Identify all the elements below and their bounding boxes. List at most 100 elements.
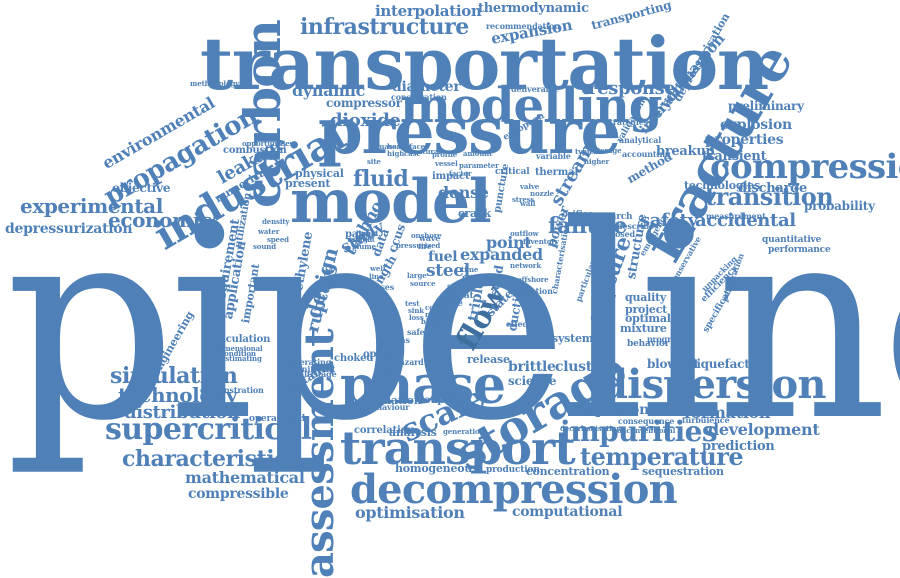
word-offshore: offshore: [517, 275, 549, 284]
word-operational: operational: [249, 414, 305, 424]
word-safe: safe: [407, 327, 425, 337]
word-blast: blast: [421, 317, 440, 326]
word-dimensional: dimensional: [216, 344, 263, 353]
word-equation: equation: [582, 402, 650, 418]
word-condition: condition: [220, 349, 256, 358]
word-recommendation: recommendation: [486, 21, 560, 31]
word-transient: transient: [702, 149, 767, 164]
word-speed: speed: [267, 235, 289, 244]
word-temperature: temperature: [580, 442, 744, 471]
word-paper: paper: [345, 229, 377, 240]
word-parameter: parameter: [459, 161, 499, 170]
word-stage: stage: [447, 281, 471, 291]
word-strategies: strategies: [605, 117, 649, 127]
word-option: option: [363, 349, 398, 360]
word-analysis: analysis: [389, 426, 437, 439]
word-steel: steel: [426, 261, 470, 281]
word-interpolation: interpolation: [375, 2, 482, 20]
word-thermal: thermal: [535, 167, 578, 178]
word-dispersion: dispersion: [600, 361, 826, 408]
word-loss: loss: [409, 313, 424, 322]
word-impurities: impurities: [560, 415, 718, 448]
word-radiation: radiation: [367, 394, 422, 407]
word-nonconventional: nonconventional: [612, 426, 676, 435]
word-response: response: [588, 78, 676, 99]
word-deliverable: deliverable: [511, 84, 559, 94]
word-wall: wall: [520, 199, 536, 208]
word-mathematical: mathematical: [185, 468, 305, 487]
word-wave: wave: [419, 233, 441, 243]
word-typical: typical: [575, 147, 601, 156]
word-explosion: explosion: [720, 117, 792, 133]
word-accounting: accounting: [622, 149, 671, 159]
word-preliminary: preliminary: [728, 99, 804, 113]
word-high: high: [387, 149, 405, 158]
word-risk: risk: [425, 310, 440, 319]
word-economic: economic: [108, 208, 212, 232]
word-impact: impact: [432, 171, 470, 182]
word-science: science: [508, 374, 557, 388]
word-project: project: [625, 303, 668, 316]
word-shale: shale: [437, 299, 463, 309]
word-experimental: experimental: [20, 194, 163, 218]
word-production: production: [486, 465, 540, 475]
word-diameter: diameter: [392, 79, 461, 95]
word-valve: valve: [520, 182, 540, 191]
word-pipeline: pipeline: [5, 168, 900, 480]
word-dioxide: dioxide: [330, 110, 401, 131]
word-discharge: discharge: [738, 181, 808, 196]
word-brittle: brittle: [508, 359, 556, 375]
word-pressurized: pressurized: [396, 241, 441, 250]
word-point: point: [486, 233, 532, 252]
word-higher: higher: [584, 157, 610, 166]
word-gases: gases: [370, 282, 395, 292]
word-outflow: outflow: [510, 229, 539, 238]
word-combustion: combustion: [223, 145, 287, 156]
word-source: source: [410, 279, 436, 288]
word-opportunities: opportunities: [242, 139, 294, 148]
word-cost: cost: [425, 303, 441, 312]
word-site: site: [367, 157, 381, 166]
word-coupling: coupling: [418, 395, 466, 406]
word-density: density: [262, 217, 290, 226]
word-jet: jet: [365, 235, 375, 244]
word-analytical: analytical: [619, 135, 662, 145]
word-physical: physical: [295, 167, 344, 180]
word-test: test: [405, 299, 420, 308]
word-choked: choked: [334, 353, 374, 364]
word-transportation: transportation: [200, 21, 769, 106]
word-plume: plume: [352, 242, 376, 251]
word-surface: surface: [397, 142, 426, 151]
word-present: present: [285, 177, 331, 190]
word-compressible: compressible: [188, 486, 289, 502]
word-system: system: [552, 332, 594, 345]
word-accidental: accidental: [695, 210, 796, 231]
word-concentration: concentration: [526, 465, 610, 478]
word-objective: objective: [112, 181, 171, 195]
word-conservation: conservation: [391, 92, 447, 102]
word-fire: fire: [418, 242, 432, 251]
word-amount: amount: [463, 149, 493, 158]
word-prediction: prediction: [702, 439, 775, 454]
word-hazard: hazard: [394, 357, 424, 367]
word-generation: generation: [443, 427, 485, 436]
word-liquefaction: liquefaction: [692, 357, 771, 371]
word-significant: significant: [289, 364, 336, 374]
word-modelling: modelling: [400, 78, 662, 134]
word-nozzle: nozzle: [530, 189, 554, 198]
word-natural: natural: [413, 147, 441, 156]
word-compressor: compressor: [326, 96, 402, 110]
word-calculation: calculation: [210, 334, 271, 345]
word-optimisation: optimisation: [355, 503, 465, 522]
word-homogeneous: homogeneous: [395, 462, 479, 475]
word-pressure: pressure: [318, 94, 621, 169]
word-safety: safety: [640, 210, 698, 231]
word-sound: sound: [253, 242, 276, 251]
word-methodology: methodology: [190, 79, 240, 88]
word-research: research: [590, 212, 633, 222]
word-fuel: fuel: [428, 249, 458, 265]
word-case: case: [404, 149, 421, 158]
word-decompression: decompression: [350, 466, 678, 513]
word-decarbonisation: decarbonisation: [560, 424, 622, 433]
word-probability: probability: [804, 199, 875, 213]
